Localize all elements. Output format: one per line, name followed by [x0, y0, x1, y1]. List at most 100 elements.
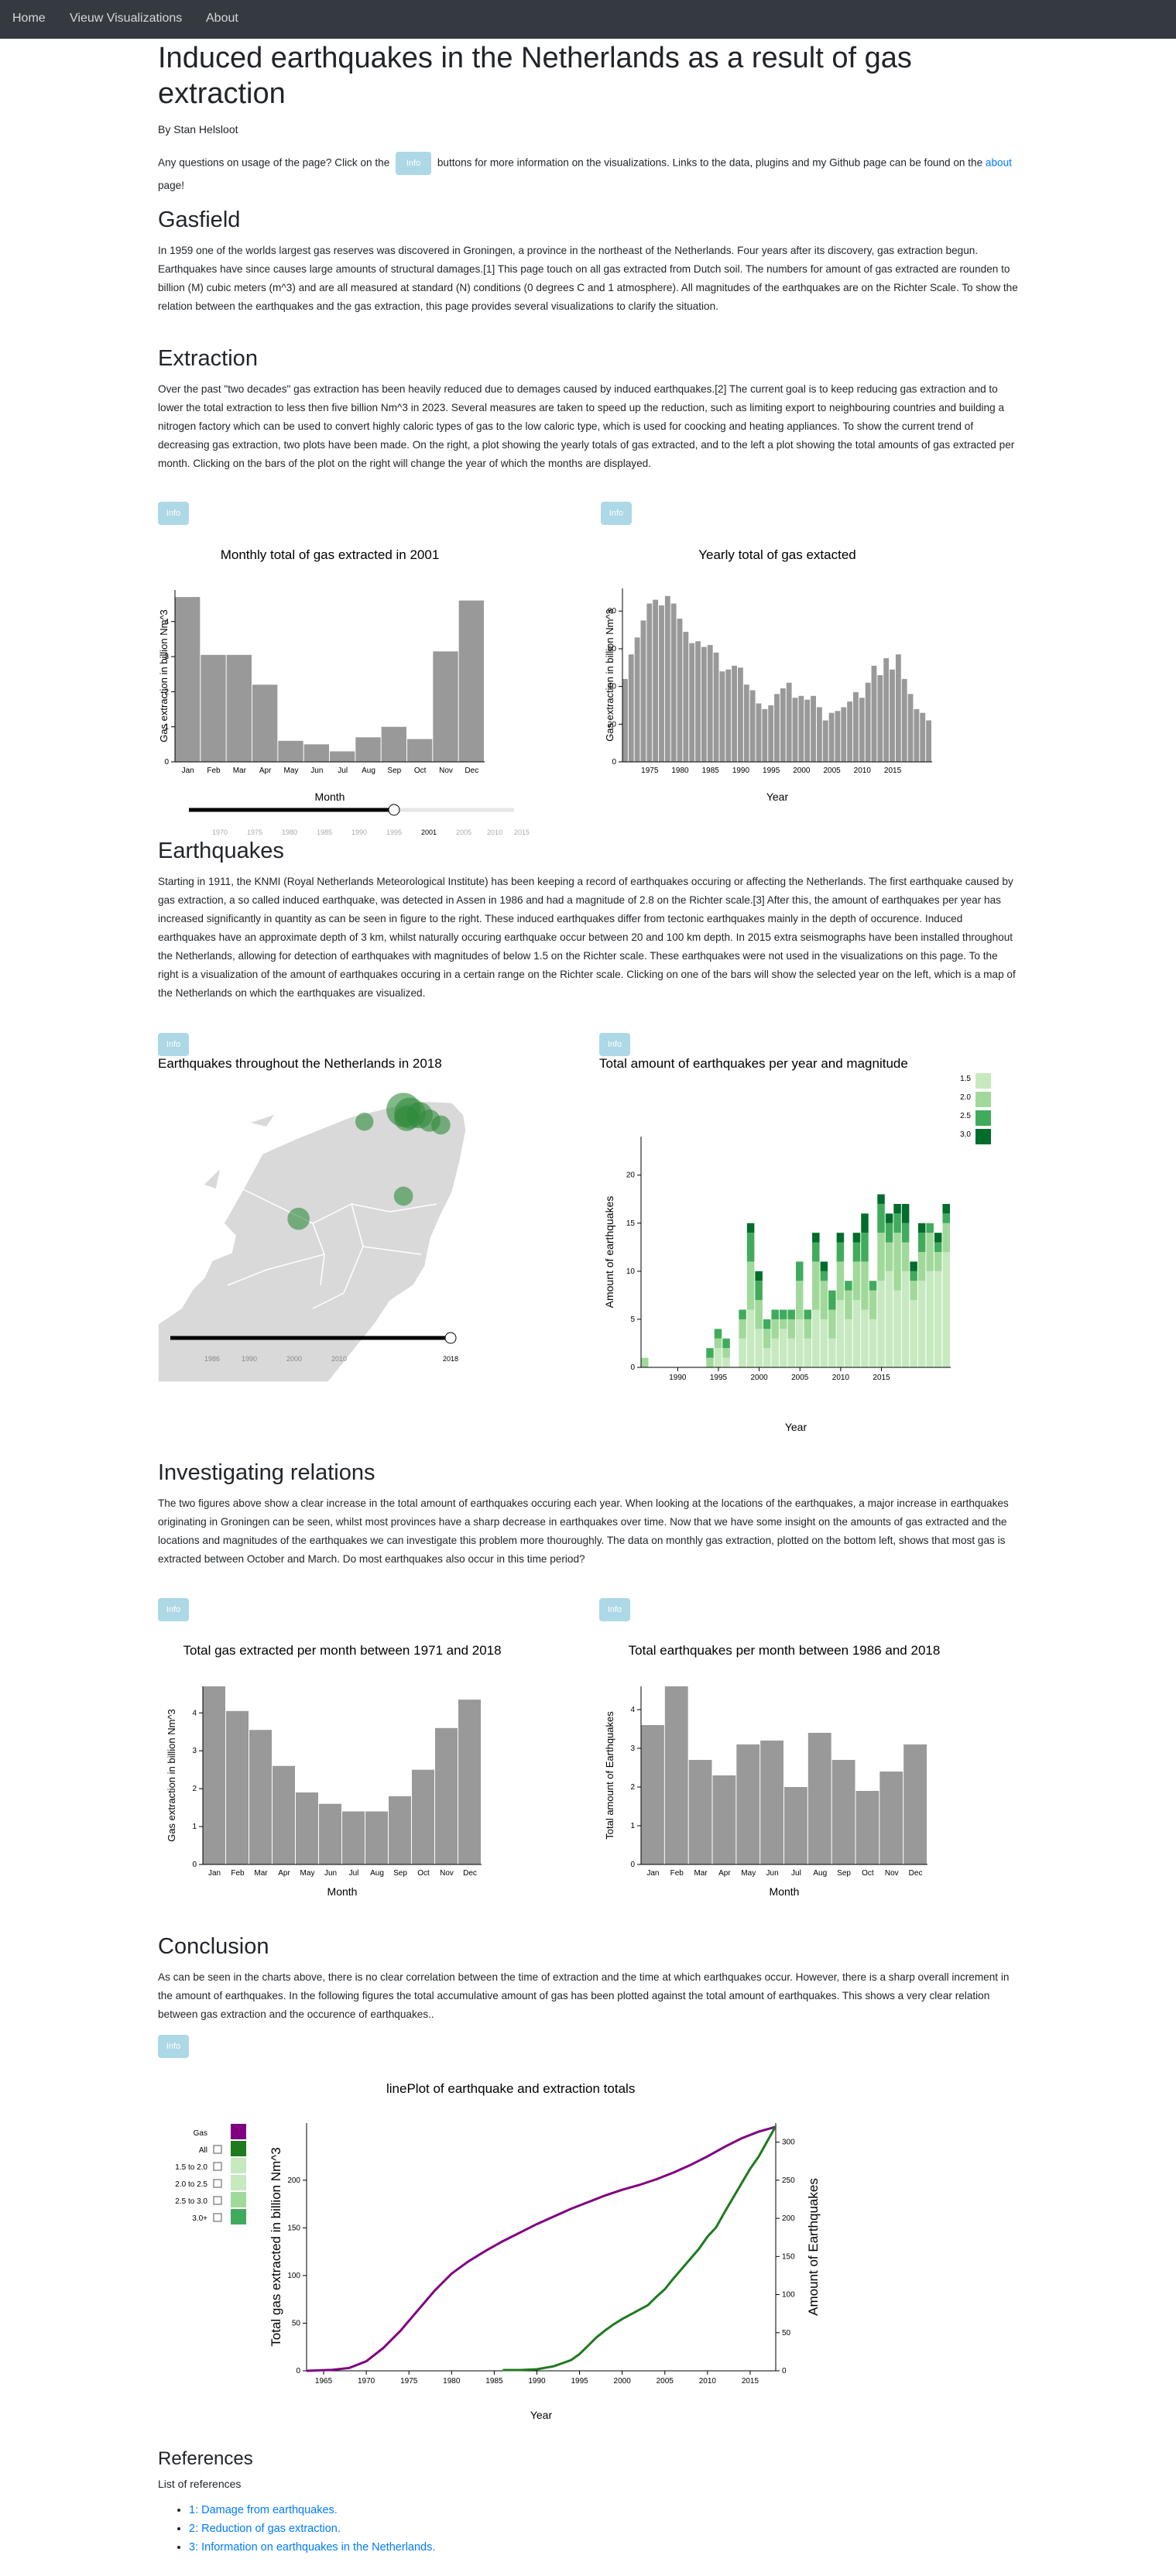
gas-line [306, 2125, 777, 2372]
gasfield-text: In 1959 one of the worlds largest gas re… [158, 245, 1018, 312]
x-tick-label: Aug [813, 1869, 827, 1878]
info-button-lineplot[interactable]: Info [158, 2035, 189, 2058]
stacked-bar-segment [926, 1233, 934, 1271]
y-axis-tick-label: 50 [292, 2319, 301, 2327]
stacked-bar-segment [901, 1203, 910, 1223]
stacked-bar-segment [746, 1223, 755, 1233]
reference-item: 1: Damage from earthquakes. [189, 2501, 435, 2519]
stacked-bar-segment [861, 1261, 869, 1310]
x-tick-label: Dec [909, 1869, 923, 1878]
bar [807, 1733, 831, 1864]
gasfield-heading: Gasfield [158, 208, 241, 232]
y-axis-tick-label: 1 [630, 1822, 635, 1830]
x-tick-label: 1965 [315, 2377, 333, 2386]
stacked-bar-segment [812, 1233, 820, 1243]
nav-home-link[interactable]: Home [12, 12, 46, 25]
x-tick-label: Mar [233, 767, 247, 775]
stacked-bar-segment [836, 1300, 845, 1367]
map-slider-label: 2018 [443, 1355, 458, 1363]
x-tick-label: 1990 [528, 2377, 546, 2386]
chart-title: linePlot of earthquake and extraction to… [386, 2081, 635, 2096]
bar [458, 600, 484, 762]
bar [736, 1744, 760, 1864]
stacked-bar-segment [755, 1300, 763, 1329]
stacked-bar-segment [812, 1242, 820, 1262]
x-tick-label: Feb [207, 767, 221, 775]
stacked-bar-segment [869, 1281, 877, 1291]
map-slider-handle [444, 1332, 457, 1344]
about-link[interactable]: about [985, 156, 1012, 169]
stacked-bar-segment [779, 1329, 787, 1367]
bar [175, 597, 201, 762]
bar [653, 599, 659, 762]
y-axis-tick-label: 0 [192, 1861, 197, 1869]
legend-label: 2.5 to 3.0 [175, 2197, 207, 2206]
stacked-bar-segment [771, 1338, 779, 1367]
earthquake-marker [393, 1186, 413, 1206]
legend-swatch [975, 1092, 991, 1107]
y-axis-label: Total amount of Earthquakes [604, 1711, 615, 1840]
y-axis-tick-label: 3 [192, 1747, 197, 1755]
stacked-bar-segment [836, 1261, 845, 1301]
reference-link-3[interactable]: 3: Information on earthquakes in the Net… [189, 2541, 436, 2554]
bar [683, 632, 689, 762]
legend-label: 3.0+ [192, 2214, 207, 2223]
bar [920, 712, 926, 762]
stacked-bar-segment [804, 1309, 812, 1319]
bar [365, 1811, 388, 1864]
bar [664, 1686, 688, 1864]
bar [252, 684, 278, 762]
y-axis-tick-label: 0 [630, 1363, 635, 1372]
bar [659, 605, 664, 762]
x-tick-label: Jul [349, 1869, 359, 1878]
stacked-bar-segment [942, 1252, 950, 1367]
reference-link-1[interactable]: 1: Damage from earthquakes. [189, 2504, 338, 2516]
page-title: Induced earthquakes in the Netherlands a… [158, 42, 912, 110]
bar [303, 744, 329, 762]
x-tick-label: Oct [417, 1869, 430, 1878]
stacked-bar-segment [917, 1223, 926, 1233]
x-tick-label: Mar [254, 1869, 268, 1878]
stacked-bar-segment [787, 1309, 795, 1319]
y2-axis-tick-label: 150 [782, 2252, 795, 2261]
info-button-yearly[interactable]: Info [601, 502, 632, 525]
stacked-bar-segment [926, 1223, 934, 1233]
stacked-bar-segment [910, 1261, 917, 1271]
nav-visualizations-link[interactable]: Vieuw Visualizations [70, 12, 183, 25]
legend-swatch [231, 2175, 246, 2190]
netherlands-map [158, 1100, 467, 1383]
month-slider-label: 1990 [351, 828, 367, 836]
bar [859, 698, 865, 762]
bar [871, 665, 877, 762]
bar [895, 654, 901, 762]
y-axis-tick-label: 2 [164, 688, 169, 696]
bar [743, 684, 749, 762]
x-tick-label: Jan [646, 1869, 659, 1878]
y-axis-tick-label: 0 [164, 758, 169, 767]
stacked-bar-segment [917, 1281, 926, 1367]
legend-swatch [231, 2209, 246, 2224]
bar [780, 688, 786, 762]
bar [712, 1775, 736, 1864]
bar [273, 1765, 295, 1864]
bar [865, 682, 871, 762]
x-axis-label: Month [315, 791, 345, 803]
bar [749, 690, 756, 762]
legend-label: 2.0 [960, 1093, 971, 1102]
nav-about-link[interactable]: About [206, 12, 238, 25]
bar [762, 708, 768, 762]
y-axis-tick-label: 2 [192, 1785, 197, 1793]
stacked-bar-segment [828, 1309, 836, 1339]
info-button-monthly[interactable]: Info [158, 502, 189, 525]
info-button-eq-month[interactable]: Info [599, 1598, 630, 1621]
stacked-bar-segment [812, 1261, 820, 1310]
y-axis-tick-label: 4 [192, 1709, 197, 1717]
x-tick-label: May [741, 1869, 756, 1878]
info-button-map[interactable]: Info [158, 1033, 189, 1056]
reference-link-2[interactable]: 2: Reduction of gas extraction. [189, 2523, 341, 2535]
info-button-eq-year[interactable]: Info [599, 1033, 630, 1056]
intro-paragraph: Any questions on usage of the page? Clic… [158, 152, 1019, 197]
extraction-heading: Extraction [158, 346, 258, 371]
info-button-gas-month[interactable]: Info [158, 1598, 189, 1621]
earthquake-marker [394, 1106, 420, 1131]
